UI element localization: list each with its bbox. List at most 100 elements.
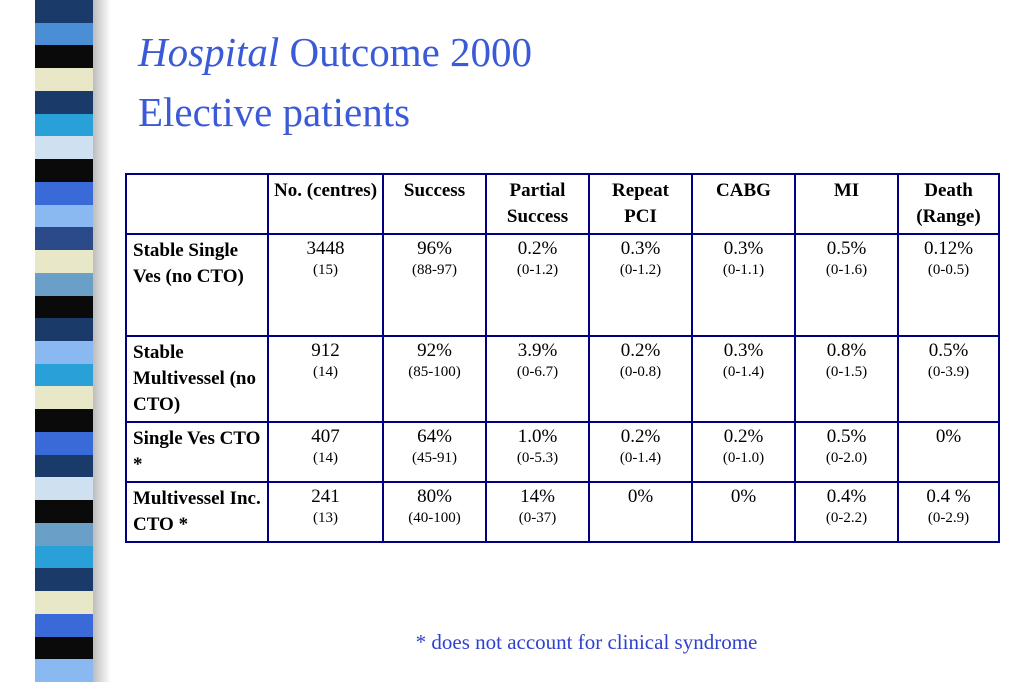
cell-range: (0-5.3) <box>516 450 559 466</box>
stripe <box>35 22 93 46</box>
stripe <box>35 318 93 342</box>
cell-value: 0% <box>627 486 654 507</box>
cell-value: 0.8% <box>826 340 867 361</box>
decorative-stripe-bar <box>35 0 93 682</box>
table-cell: 241 (13) <box>267 481 384 543</box>
header-cell: MI <box>794 173 899 235</box>
cell-range: (0-0.8) <box>619 364 662 380</box>
cell-range: (0-6.7) <box>516 364 559 380</box>
table-cell: 3448 (15) <box>267 233 384 337</box>
stripe <box>35 363 93 387</box>
table-cell: 0.2% (0-1.0) <box>691 421 796 483</box>
row-label: Multivessel Inc. CTO * <box>125 481 269 543</box>
stripe <box>35 431 93 455</box>
cell-range: (85-100) <box>408 364 461 380</box>
table-cell: 0% <box>691 481 796 543</box>
cell-range: (14) <box>313 450 338 466</box>
stripe <box>35 500 93 523</box>
table-cell: 0.12% (0-0.5) <box>897 233 1000 337</box>
stripe <box>35 341 93 364</box>
cell-value: 0% <box>935 426 962 447</box>
cell-value: 14% <box>520 486 555 507</box>
cell-range: (0-2.9) <box>927 510 970 526</box>
table-row: Single Ves CTO * 407 (14) 64% (45-91) 1.0% (0-… <box>125 421 1000 483</box>
stripe <box>35 659 93 682</box>
table-cell: 912 (14) <box>267 335 384 423</box>
stripe <box>35 272 93 296</box>
stripe-shadow <box>93 0 111 682</box>
cell-range: (0-2.2) <box>825 510 868 526</box>
table-cell: 0.3% (0-1.1) <box>691 233 796 337</box>
cell-value: 80% <box>417 486 452 507</box>
header-cell: Repeat PCI <box>588 173 693 235</box>
cell-range: (0-2.0) <box>825 450 868 466</box>
cell-value: 0.5% <box>826 238 867 259</box>
cell-range: (0-1.1) <box>722 262 765 278</box>
table-cell: 1.0% (0-5.3) <box>485 421 590 483</box>
table-cell: 0.5% (0-1.6) <box>794 233 899 337</box>
cell-range: (0-0.5) <box>927 262 970 278</box>
stripe <box>35 113 93 137</box>
cell-value: 64% <box>417 426 452 447</box>
stripe <box>35 613 93 637</box>
cell-value: 0.2% <box>620 426 661 447</box>
cell-value: 0.4 % <box>926 486 971 507</box>
cell-value: 0.3% <box>723 340 764 361</box>
table-cell: 96% (88-97) <box>382 233 487 337</box>
table-cell: 0.8% (0-1.5) <box>794 335 899 423</box>
header-cell: Partial Success <box>485 173 590 235</box>
cell-range: (0-37) <box>518 510 557 526</box>
stripe <box>35 522 93 546</box>
stripe <box>35 568 93 592</box>
cell-value: 0.3% <box>620 238 661 259</box>
cell-range: (88-97) <box>412 262 457 278</box>
stripe <box>35 454 93 478</box>
table-cell: 0.5% (0-2.0) <box>794 421 899 483</box>
stripe <box>35 545 93 569</box>
stripe <box>35 636 93 660</box>
stripe <box>35 409 93 432</box>
table-cell: 3.9% (0-6.7) <box>485 335 590 423</box>
table-cell: 0.4 % (0-2.9) <box>897 481 1000 543</box>
stripe <box>35 250 93 273</box>
table-cell: 0.2% (0-0.8) <box>588 335 693 423</box>
header-cell: CABG <box>691 173 796 235</box>
stripe <box>35 227 93 251</box>
cell-value: 0.2% <box>723 426 764 447</box>
table-row: Stable Multivessel (no CTO) 912 (14) 92% (85… <box>125 335 1000 423</box>
stripe <box>35 204 93 228</box>
title-rest: Outcome 2000 <box>279 29 533 75</box>
stripe <box>35 477 93 501</box>
stripe <box>35 386 93 410</box>
stripe <box>35 295 93 319</box>
table-cell: 0.2% (0-1.2) <box>485 233 590 337</box>
cell-value: 241 <box>311 486 340 507</box>
table-cell: 0% <box>897 421 1000 483</box>
cell-range: (13) <box>313 510 338 526</box>
cell-value: 3.9% <box>517 340 558 361</box>
table-cell: 407 (14) <box>267 421 384 483</box>
cell-value: 0.2% <box>517 238 558 259</box>
row-label: Stable Multivessel (no CTO) <box>125 335 269 423</box>
cell-value: 92% <box>417 340 452 361</box>
cell-value: 0.12% <box>923 238 974 259</box>
stripe <box>35 0 93 23</box>
cell-value: 407 <box>311 426 340 447</box>
stripe <box>35 136 93 160</box>
cell-range: (0-3.9) <box>927 364 970 380</box>
cell-range: (40-100) <box>408 510 461 526</box>
header-cell: Success <box>382 173 487 235</box>
stripe <box>35 181 93 205</box>
table-cell: 92% (85-100) <box>382 335 487 423</box>
cell-value: 3448 <box>306 238 345 259</box>
table-cell: 0.2% (0-1.4) <box>588 421 693 483</box>
row-label: Stable Single Ves (no CTO) <box>125 233 269 337</box>
table-cell: 0.3% (0-1.4) <box>691 335 796 423</box>
table-body: Stable Single Ves (no CTO) 3448 (15) 96% (88… <box>125 233 1000 543</box>
stripe <box>35 591 93 614</box>
cell-range: (0-1.4) <box>722 364 765 380</box>
table-cell: 0.4% (0-2.2) <box>794 481 899 543</box>
table-cell: 0.3% (0-1.2) <box>588 233 693 337</box>
table-row: Multivessel Inc. CTO * 241 (13) 80% (40-100)… <box>125 481 1000 543</box>
slide-subtitle: Elective patients <box>138 89 411 135</box>
